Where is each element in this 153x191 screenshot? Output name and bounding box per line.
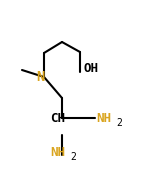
Text: NH: NH bbox=[96, 112, 111, 125]
Text: CH: CH bbox=[50, 112, 65, 125]
Text: OH: OH bbox=[83, 62, 98, 74]
Text: 2: 2 bbox=[70, 152, 76, 162]
Text: NH: NH bbox=[50, 146, 65, 159]
Text: N: N bbox=[36, 70, 44, 84]
Text: 2: 2 bbox=[116, 118, 122, 128]
